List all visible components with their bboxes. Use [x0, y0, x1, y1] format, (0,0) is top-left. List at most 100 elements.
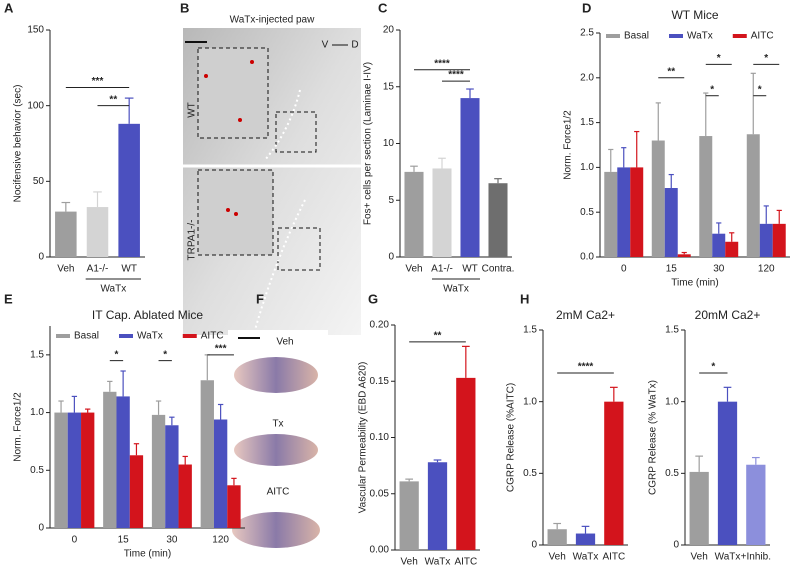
bar	[404, 171, 424, 257]
x-tick-label: 0	[621, 264, 627, 275]
significance-label: ****	[578, 362, 594, 373]
bar	[67, 412, 82, 528]
x-tick-label: Veh	[57, 264, 74, 275]
error-bar	[750, 72, 756, 135]
y-tick-label: 150	[27, 25, 44, 36]
significance-label: *	[710, 84, 714, 95]
bar	[664, 188, 678, 257]
bar	[55, 211, 77, 257]
bar	[165, 425, 179, 528]
significance-label: **	[667, 66, 675, 77]
y-tick-label: 1.0	[30, 407, 44, 418]
bar	[227, 485, 241, 528]
bar	[725, 241, 739, 257]
y-axis-label: Fos+ cells per section (Laminae I-IV)	[363, 62, 374, 225]
error-bar	[751, 456, 760, 465]
error-bar	[723, 386, 732, 402]
y-tick-label: 0	[38, 252, 44, 263]
error-bar	[466, 88, 474, 99]
bar	[118, 123, 140, 258]
error-bar	[438, 157, 446, 169]
x-tick-label: Veh	[405, 264, 422, 275]
significance-label: *	[758, 84, 762, 95]
error-bar	[621, 147, 627, 168]
error-bar	[182, 455, 188, 465]
y-tick-label: 2.0	[580, 72, 594, 83]
y-axis-label: Vascular Permeability (EBD A620)	[358, 362, 369, 514]
bar	[772, 223, 786, 257]
x-tick-label: 30	[713, 264, 725, 275]
y-tick-label: 0.15	[370, 376, 390, 387]
error-bar	[681, 251, 687, 255]
chart-title: 20mM Ca2+	[695, 308, 761, 322]
significance-label: *	[717, 53, 721, 64]
bar	[54, 412, 68, 528]
legend-label: AITC	[751, 31, 774, 42]
y-tick-label: 10	[383, 138, 395, 149]
error-bar	[124, 97, 134, 124]
error-bar	[433, 459, 442, 463]
x-tick-label: Contra.	[482, 264, 515, 275]
y-tick-label: 1.0	[665, 396, 679, 407]
genotype-label: TRPA1-/-	[187, 220, 198, 261]
y-tick-label: 1.5	[580, 117, 594, 128]
bar	[460, 98, 480, 257]
bar	[151, 414, 166, 528]
y-axis-label: Norm. Force1/2	[563, 110, 574, 180]
bar	[746, 134, 760, 257]
panel-letter: H	[520, 291, 529, 306]
significance-label: ***	[92, 76, 104, 87]
x-tick-label: +Inhib.	[741, 552, 771, 563]
bar	[604, 171, 618, 257]
error-bar	[668, 173, 674, 189]
bar	[213, 419, 228, 528]
bar	[129, 455, 144, 528]
error-bar	[155, 400, 162, 415]
error-bar	[655, 102, 661, 141]
error-bar	[763, 205, 769, 224]
bar	[677, 254, 691, 257]
y-axis-label: Norm. Force1/2	[13, 392, 24, 462]
y-tick-label: 20	[383, 25, 395, 36]
micrograph	[183, 28, 361, 335]
significance-label: **	[109, 94, 117, 105]
error-bar	[204, 354, 210, 381]
significance-label: **	[434, 331, 442, 342]
bar	[746, 464, 766, 545]
error-bar	[71, 395, 78, 413]
genotype-label: WT	[187, 102, 198, 118]
error-bar	[494, 178, 502, 184]
bar	[488, 183, 508, 257]
x-tick-label: WaTx	[573, 552, 599, 563]
y-tick-label: 0.0	[580, 252, 594, 263]
error-bar	[695, 455, 704, 472]
bar	[427, 462, 448, 550]
x-axis-label: Time (min)	[124, 549, 171, 560]
significance-label: *	[115, 349, 119, 360]
error-bar	[231, 477, 237, 486]
panel-letter: C	[378, 0, 388, 15]
y-tick-label: 0.00	[370, 545, 390, 556]
y-tick-label: 15	[383, 81, 395, 92]
x-tick-label: Veh	[401, 557, 418, 568]
x-tick-label: Veh	[691, 552, 708, 563]
error-bar	[405, 478, 414, 482]
significance-label: *	[764, 53, 768, 64]
panel-letter: D	[582, 0, 591, 15]
paw-photos	[228, 330, 328, 555]
legend-label: WaTx	[687, 31, 713, 42]
panel-letter: G	[368, 291, 378, 306]
error-bar	[609, 386, 618, 402]
bar	[651, 140, 665, 257]
significance-label: ****	[434, 58, 450, 69]
y-tick-label: 1.5	[665, 325, 679, 336]
error-bar	[169, 416, 175, 426]
bar	[575, 533, 596, 545]
error-bar	[729, 232, 735, 242]
photo-label: Veh	[276, 337, 293, 348]
x-tick-label: 120	[758, 264, 775, 275]
panel-letter: F	[256, 291, 264, 306]
y-tick-label: 0	[38, 523, 44, 534]
y-tick-label: 0.5	[30, 465, 44, 476]
error-bar	[608, 148, 614, 172]
